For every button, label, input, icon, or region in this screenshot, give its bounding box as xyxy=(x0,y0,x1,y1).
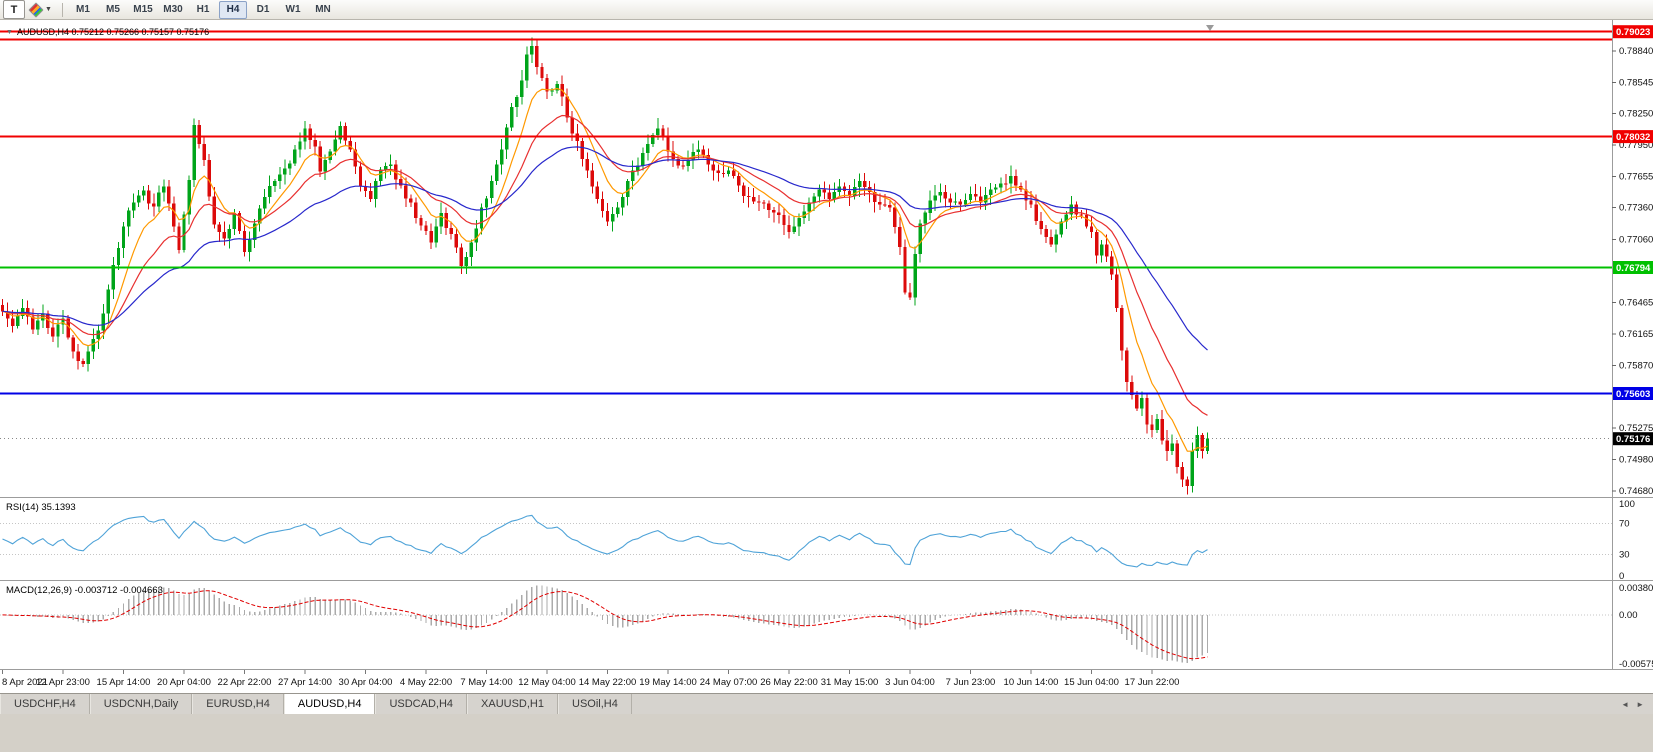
price-scale[interactable]: 0.78840 0.78545 0.78250 0.77950 0.77655 0.773… xyxy=(1612,46,1653,497)
time-axis-label: 10 Jun 14:00 xyxy=(1004,677,1059,688)
chart-tab-usoil-h4[interactable]: USOil,H4 xyxy=(558,694,632,714)
macd-axis-label: -0.005757 xyxy=(1619,659,1653,670)
chart-tab-usdcnh-daily[interactable]: USDCNH,Daily xyxy=(89,694,193,714)
time-axis-label: 24 May 07:00 xyxy=(700,677,758,688)
chart-canvas[interactable]: 0.78840 0.78545 0.78250 0.77950 0.77655 0.773… xyxy=(0,20,1653,693)
ma-line-8 xyxy=(2,87,1208,452)
chart-tab-audusd-h4[interactable]: AUDUSD,H4 xyxy=(283,694,376,714)
price-tick-label: 0.78840 xyxy=(1619,46,1653,57)
price-tick-label: 0.77655 xyxy=(1619,172,1653,183)
time-axis-label: 12 May 04:00 xyxy=(518,677,576,688)
status-strip xyxy=(0,714,1653,752)
chart-shift-marker[interactable] xyxy=(1206,25,1214,31)
tab-scroll-left-button[interactable]: ◄ xyxy=(1621,699,1630,709)
price-tick-label: 0.78250 xyxy=(1619,109,1653,120)
time-axis-label: 14 May 22:00 xyxy=(579,677,637,688)
time-axis-label: 8 Apr 2021 xyxy=(2,677,48,688)
moving-averages xyxy=(2,87,1208,452)
chart-tabs: USDCHF,H4 USDCNH,Daily EURUSD,H4 AUDUSD,H4 U… xyxy=(0,694,632,714)
price-badge: 0.75603 xyxy=(1613,387,1653,400)
chevron-down-icon: ▼ xyxy=(45,6,52,13)
rsi-axis-label: 100 xyxy=(1619,499,1635,510)
timeframe-button-m15[interactable]: M15 xyxy=(133,4,153,15)
ma-line-40 xyxy=(2,146,1208,351)
chart-area[interactable]: ▼ AUDUSD,H4 0.75212 0.75266 0.75157 0.75… xyxy=(0,20,1653,693)
level-lines xyxy=(0,30,1612,395)
text-tool-button[interactable]: T xyxy=(3,0,25,19)
time-axis-label: 30 Apr 04:00 xyxy=(339,677,393,688)
time-axis-label: 19 May 14:00 xyxy=(639,677,697,688)
svg-text:0.79023: 0.79023 xyxy=(1616,27,1650,38)
svg-text:0.76794: 0.76794 xyxy=(1616,263,1651,274)
price-tick-label: 0.77950 xyxy=(1619,140,1653,151)
time-axis-label: 22 Apr 22:00 xyxy=(218,677,272,688)
time-axis-label: 15 Apr 14:00 xyxy=(97,677,151,688)
price-badge: 0.78032 xyxy=(1613,130,1653,144)
rsi-label: RSI(14) 35.1393 xyxy=(6,502,76,513)
rsi-axis-label: 0 xyxy=(1619,571,1624,582)
price-badge: 0.75176 xyxy=(1613,432,1653,446)
rsi-axis-label: 30 xyxy=(1619,550,1630,561)
timeframe-button-h4[interactable]: H4 xyxy=(219,0,247,19)
rsi-line xyxy=(2,514,1208,568)
toolbar: T ▼ M1 M5 M15 M30 H1 H4 D1 W1 MN xyxy=(0,0,1653,20)
timeframe-button-m1[interactable]: M1 xyxy=(76,4,90,15)
timeframe-button-w1[interactable]: W1 xyxy=(285,4,301,15)
macd-axis-label: 0.00 xyxy=(1619,610,1638,621)
time-axis-label: 15 Jun 04:00 xyxy=(1064,677,1119,688)
price-tick-label: 0.74980 xyxy=(1619,454,1653,465)
chart-tab-usdchf-h4[interactable]: USDCHF,H4 xyxy=(0,694,90,714)
triangle-icon: ▼ xyxy=(6,28,13,36)
price-tick-label: 0.77060 xyxy=(1619,234,1653,245)
time-axis-label: 31 May 15:00 xyxy=(821,677,879,688)
ma-line-18 xyxy=(2,114,1208,416)
price-tick-label: 0.77360 xyxy=(1619,203,1653,214)
draw-tool-button[interactable]: ▼ xyxy=(26,0,56,19)
chart-tab-usdcad-h4[interactable]: USDCAD,H4 xyxy=(375,694,468,714)
timeframe-toolbar: M1 M5 M15 M30 H1 H4 D1 W1 MN xyxy=(69,0,337,19)
price-tick-label: 0.74680 xyxy=(1619,486,1653,497)
price-tick-label: 0.76165 xyxy=(1619,329,1653,340)
timeframe-button-d1[interactable]: D1 xyxy=(256,4,270,15)
macd-label: MACD(12,26,9) -0.003712 -0.004663 xyxy=(6,585,163,596)
price-tick-label: 0.75275 xyxy=(1619,423,1653,434)
toolbar-separator xyxy=(62,2,63,17)
time-axis-label: 12 Apr 23:00 xyxy=(36,677,90,688)
time-axis-label: 20 Apr 04:00 xyxy=(157,677,211,688)
timeframe-button-m30[interactable]: M30 xyxy=(163,4,183,15)
tab-scroll-controls: ◄ ► xyxy=(1612,694,1653,714)
time-axis-label: 27 Apr 14:00 xyxy=(278,677,332,688)
timeframe-button-h1[interactable]: H1 xyxy=(196,4,210,15)
macd-signal-line xyxy=(2,590,1208,660)
time-axis-label: 7 May 14:00 xyxy=(460,677,512,688)
time-axis-label: 26 May 22:00 xyxy=(760,677,818,688)
svg-text:0.75603: 0.75603 xyxy=(1616,389,1650,400)
chart-tab-eurusd-h4[interactable]: EURUSD,H4 xyxy=(192,694,284,714)
svg-text:0.75176: 0.75176 xyxy=(1616,434,1650,445)
time-axis-label: 3 Jun 04:00 xyxy=(885,677,935,688)
timeframe-button-mn[interactable]: MN xyxy=(315,4,331,15)
timeframe-button-m5[interactable]: M5 xyxy=(106,4,120,15)
price-tick-label: 0.78545 xyxy=(1619,77,1653,88)
symbol-ohlc-text: AUDUSD,H4 0.75212 0.75266 0.75157 0.7517… xyxy=(16,27,210,37)
tab-scroll-right-button[interactable]: ► xyxy=(1636,699,1644,709)
price-badge: 0.79023 xyxy=(1613,25,1653,39)
time-axis-label: 17 Jun 22:00 xyxy=(1125,677,1180,688)
chart-tab-xauusd-h1[interactable]: XAUUSD,H1 xyxy=(467,694,558,714)
rsi-axis-label: 70 xyxy=(1619,518,1630,529)
price-tick-label: 0.76465 xyxy=(1619,297,1653,308)
chart-symbol-label: ▼ AUDUSD,H4 0.75212 0.75266 0.75157 0.75… xyxy=(6,27,209,37)
chart-tabs-bar: USDCHF,H4 USDCNH,Daily EURUSD,H4 AUDUSD,H4 U… xyxy=(0,693,1653,714)
crayon-icon xyxy=(28,1,44,18)
price-badge: 0.76794 xyxy=(1613,261,1653,274)
time-axis-label: 7 Jun 23:00 xyxy=(946,677,996,688)
time-axis-label: 4 May 22:00 xyxy=(400,677,452,688)
svg-text:0.78032: 0.78032 xyxy=(1616,132,1650,143)
macd-axis-label: 0.003808 xyxy=(1619,583,1653,594)
price-tick-label: 0.75870 xyxy=(1619,360,1653,371)
